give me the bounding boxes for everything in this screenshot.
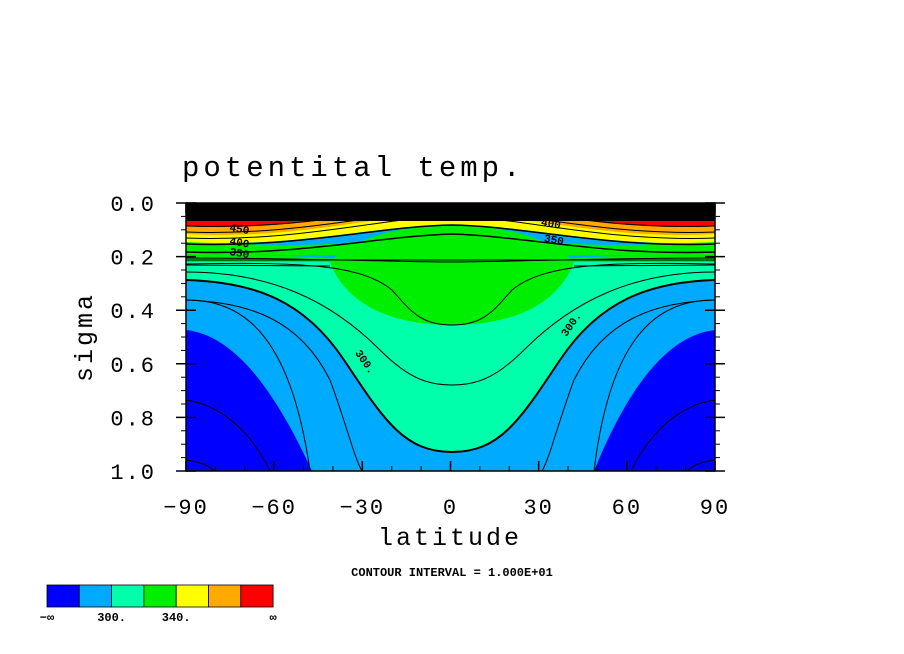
- x-tick-label: −90: [163, 496, 209, 521]
- colorbar-label: −∞: [40, 611, 55, 625]
- contour-line: [186, 264, 715, 267]
- colorbar: −∞ 300. 340. ∞: [40, 584, 277, 625]
- contour-interval-note: CONTOUR INTERVAL = 1.000E+01: [351, 566, 553, 580]
- contour-label: 450: [540, 207, 562, 222]
- contour-line: [186, 224, 715, 246]
- band-340-360: [186, 212, 715, 243]
- y-tick-label: 0.0: [110, 193, 156, 218]
- contour-line: [186, 399, 271, 471]
- contour-line: [186, 262, 715, 326]
- contour-label: 450: [228, 223, 250, 238]
- contour-line: [186, 299, 363, 471]
- contour-line: [186, 204, 715, 222]
- contour-line: [186, 209, 715, 233]
- band-300-320: [186, 262, 715, 452]
- x-axis: −90 −60 −30 0 30 60 90: [163, 203, 730, 521]
- y-tick-label: 1.0: [110, 461, 156, 486]
- band-360-380: [186, 205, 715, 235]
- y-tick-label: 0.4: [110, 300, 156, 325]
- x-axis-label: latitude: [378, 524, 522, 553]
- contour-line: [541, 299, 715, 471]
- contour-line: [186, 233, 715, 254]
- contour-label: 400: [228, 236, 250, 251]
- chart-title: potentital temp.: [182, 152, 524, 185]
- x-tick-label: −30: [340, 496, 386, 521]
- contour-label: 400: [540, 218, 562, 233]
- colorbar-swatch: [208, 584, 242, 608]
- contour-label: 350: [543, 234, 565, 249]
- x-tick-label: 60: [612, 496, 642, 521]
- x-tick-label: 30: [523, 496, 553, 521]
- contour-line: [687, 459, 715, 471]
- colorbar-label: 300.: [97, 611, 126, 625]
- y-tick-label: 0.6: [110, 354, 156, 379]
- colorbar-swatch: [175, 584, 209, 608]
- x-tick-label: 90: [700, 496, 730, 521]
- colorbar-swatch: [78, 584, 113, 608]
- colorbar-label: ∞: [269, 611, 277, 625]
- y-tick-label: 0.8: [110, 407, 156, 432]
- colorbar-label: 340.: [162, 611, 191, 625]
- x-tick-label: 0: [443, 496, 458, 521]
- contour-line: [186, 206, 715, 227]
- band-below-280-south: [186, 330, 312, 471]
- contour-line: [186, 215, 715, 239]
- contour-label: 350: [228, 247, 250, 262]
- band-below-280-north: [594, 330, 715, 471]
- band-340-shelf: [330, 226, 574, 262]
- contour-line-300: [186, 279, 715, 454]
- y-axis: 0.0 0.2 0.4 0.6 0.8 1.0: [110, 193, 725, 486]
- x-tick-label: −60: [251, 496, 297, 521]
- contour-lines: [186, 204, 715, 471]
- contour-line: [186, 271, 715, 386]
- y-tick-label: 0.2: [110, 247, 156, 272]
- y-axis-label: sigma: [71, 292, 100, 382]
- colorbar-swatch: [240, 584, 274, 608]
- contour-line: [186, 459, 215, 471]
- contour-line: [186, 257, 715, 263]
- contour-line: [630, 399, 715, 471]
- colorbar-swatch: [111, 584, 145, 608]
- colorbar-swatch: [46, 584, 80, 608]
- colorbar-swatch: [143, 584, 177, 608]
